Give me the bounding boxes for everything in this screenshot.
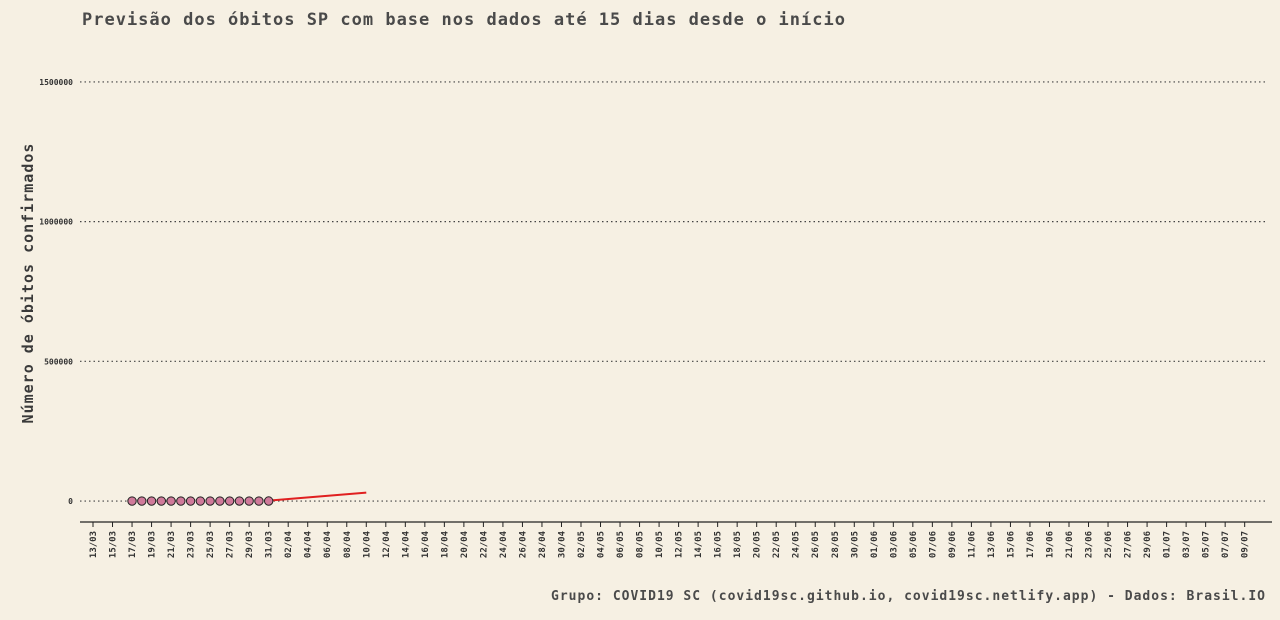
- y-tick-label: 0: [68, 497, 73, 506]
- x-tick-label: 08/04: [343, 530, 353, 558]
- observed-point: [146, 496, 157, 506]
- x-tick-label: 19/03: [148, 531, 158, 558]
- x-tick-label: 25/06: [1104, 531, 1114, 558]
- observed-point: [215, 496, 225, 506]
- x-tick-label: 18/04: [440, 530, 450, 558]
- observed-point: [185, 496, 196, 506]
- x-tick-label: 26/04: [518, 530, 528, 558]
- observed-point: [156, 496, 167, 506]
- x-tick-label: 27/06: [1124, 531, 1134, 558]
- observed-point: [254, 496, 264, 506]
- x-tick-label: 06/05: [616, 531, 626, 558]
- x-tick-label: 04/05: [597, 531, 607, 558]
- observed-point: [205, 496, 215, 506]
- x-tick-label: 07/06: [928, 531, 938, 558]
- observed-point: [195, 496, 206, 506]
- x-tick-label: 20/05: [753, 531, 763, 558]
- x-tick-label: 31/03: [265, 531, 275, 558]
- x-tick-label: 18/05: [733, 531, 743, 558]
- x-tick-label: 12/04: [382, 530, 392, 558]
- x-tick-label: 23/06: [1085, 531, 1095, 558]
- chart-caption: Grupo: COVID19 SC (covid19sc.github.io, …: [551, 589, 1266, 604]
- x-tick-label: 21/06: [1065, 531, 1075, 558]
- x-tick-label: 09/06: [948, 531, 958, 558]
- x-tick-label: 14/04: [401, 530, 411, 558]
- chart-title: Previsão dos óbitos SP com base nos dado…: [82, 10, 846, 30]
- x-tick-label: 29/06: [1143, 531, 1153, 558]
- x-tick-label: 22/05: [772, 531, 782, 558]
- x-tick-label: 12/05: [675, 531, 685, 558]
- observed-point: [176, 496, 186, 506]
- x-tick-label: 05/07: [1202, 531, 1212, 558]
- x-tick-label: 11/06: [967, 531, 977, 558]
- observed-point: [166, 496, 176, 506]
- x-tick-label: 28/04: [538, 530, 548, 558]
- x-tick-label: 07/07: [1221, 531, 1231, 558]
- x-tick-label: 19/06: [1045, 531, 1055, 558]
- x-tick-label: 08/05: [636, 531, 646, 558]
- x-tick-label: 28/05: [831, 531, 841, 558]
- x-tick-label: 01/07: [1163, 531, 1173, 558]
- x-tick-label: 03/06: [889, 531, 899, 558]
- x-tick-label: 10/05: [655, 531, 665, 558]
- x-tick-label: 17/03: [128, 531, 138, 558]
- x-tick-label: 02/04: [284, 530, 294, 558]
- observed-point: [263, 496, 274, 506]
- x-tick-label: 25/03: [206, 531, 216, 558]
- x-tick-label: 27/03: [226, 531, 236, 558]
- y-tick-label: 1000000: [39, 218, 73, 227]
- x-tick-label: 04/04: [304, 530, 314, 558]
- x-tick-label: 15/03: [109, 531, 119, 558]
- x-tick-label: 23/03: [187, 531, 197, 558]
- x-tick-label: 20/04: [460, 530, 470, 558]
- x-tick-label: 21/03: [167, 531, 177, 558]
- x-tick-label: 05/06: [909, 531, 919, 558]
- observed-point: [137, 496, 147, 506]
- x-tick-label: 09/07: [1241, 531, 1251, 558]
- x-tick-label: 16/04: [421, 530, 431, 558]
- x-tick-label: 15/06: [1006, 531, 1016, 558]
- observed-point: [127, 496, 137, 506]
- x-tick-label: 22/04: [479, 530, 489, 558]
- x-tick-label: 26/05: [811, 531, 821, 558]
- x-tick-label: 14/05: [694, 531, 704, 558]
- x-tick-label: 13/06: [987, 531, 997, 558]
- x-tick-label: 10/04: [362, 530, 372, 558]
- y-tick-label: 1500000: [39, 78, 73, 87]
- x-tick-label: 30/05: [850, 531, 860, 558]
- x-tick-label: 30/04: [557, 530, 567, 558]
- observed-point: [244, 496, 254, 506]
- x-tick-label: 13/03: [89, 531, 99, 558]
- x-tick-label: 03/07: [1182, 531, 1192, 558]
- y-tick-label: 500000: [44, 357, 73, 366]
- x-tick-label: 16/05: [714, 531, 724, 558]
- x-tick-label: 01/06: [870, 531, 880, 558]
- observed-point: [224, 496, 235, 506]
- observed-point: [234, 496, 245, 506]
- x-tick-label: 02/05: [577, 531, 587, 558]
- x-tick-label: 29/03: [245, 531, 255, 558]
- forecast-line: [268, 491, 367, 502]
- x-tick-label: 24/05: [792, 531, 802, 558]
- x-tick-label: 24/04: [499, 530, 509, 558]
- x-tick-label: 06/04: [323, 530, 333, 558]
- x-tick-label: 17/06: [1026, 531, 1036, 558]
